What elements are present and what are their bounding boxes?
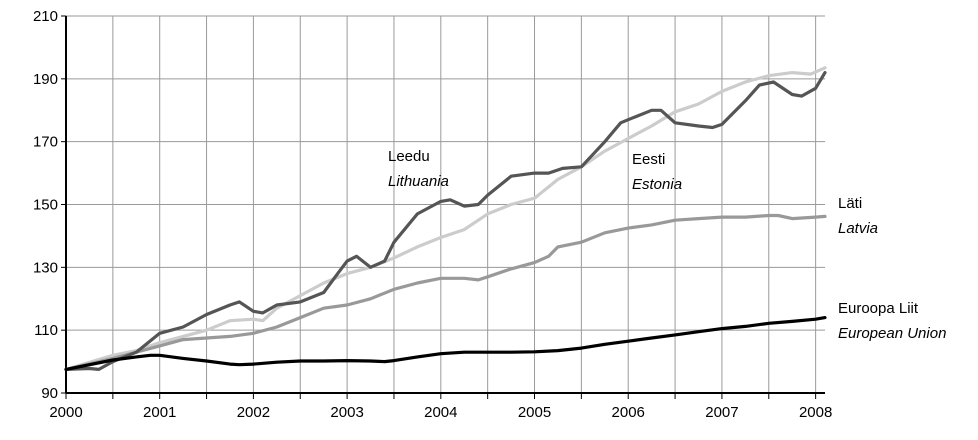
label-estonia-en: Estonia [632,176,682,193]
y-tick-label: 150 [33,197,58,214]
series-line-latvia [64,213,827,371]
y-tick-label: 90 [41,385,58,402]
label-eu: Euroopa Liit European Union [838,300,946,342]
label-eu-et: Euroopa Liit [838,300,919,317]
label-lithuania: Leedu Lithuania [388,148,449,190]
y-tick-label: 170 [33,134,58,151]
series-line-lithuania [64,71,827,371]
label-lithuania-en: Lithuania [388,173,449,190]
y-tick-label: 210 [33,8,58,25]
series-lines [64,66,827,371]
label-lithuania-et: Leedu [388,148,430,165]
x-tick-label: 2002 [237,404,270,421]
label-estonia: Eesti Estonia [632,151,682,193]
label-latvia-en: Latvia [838,220,878,237]
x-tick-label: 2006 [612,404,645,421]
y-tick-label: 110 [34,322,58,339]
x-tick-label: 2005 [518,404,551,421]
y-tick-label: 190 [33,71,58,88]
axes [61,15,825,399]
series-line-estonia [64,66,827,371]
grid [66,15,825,393]
x-tick-label: 2004 [424,404,457,421]
label-estonia-et: Eesti [632,151,665,168]
x-tick-label: 2001 [143,404,176,421]
y-tick-label: 130 [33,259,58,276]
series-line-eu [64,316,827,371]
label-latvia-et: Läti [838,195,862,212]
x-tick-label: 2003 [330,404,363,421]
tick-labels: 90 110 130 150 170 190 210 2000 2001 2002 2003 2004… [33,8,832,421]
label-eu-en: European Union [838,325,946,342]
x-tick-label: 2007 [705,404,738,421]
x-tick-label: 2000 [49,404,82,421]
x-tick-label: 2008 [799,404,832,421]
label-latvia: Läti Latvia [838,195,878,237]
